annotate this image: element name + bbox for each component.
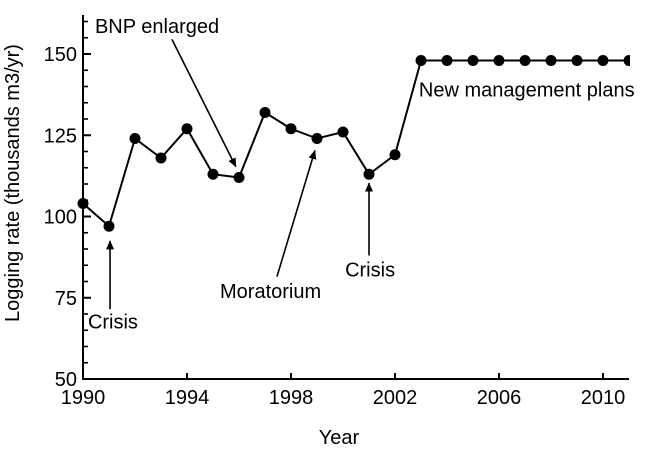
data-point [311, 133, 323, 144]
data-point [363, 168, 375, 180]
annotation-label: New management plans [419, 79, 635, 101]
annotation-arrow [171, 39, 237, 168]
data-point [493, 55, 505, 66]
data-point [129, 133, 141, 144]
annotation-label: BNP enlarged [95, 16, 219, 38]
y-tick-label: 75 [55, 288, 77, 310]
x-tick-label: 1998 [269, 387, 314, 409]
annotation-crisis-2001: Crisis [345, 182, 395, 282]
plot-area: 50 75 100 125 150 1990 1994 1998 2002 2006 2010 BNP… [44, 15, 635, 409]
x-tick-label: 2006 [477, 387, 522, 409]
series-line [82, 59, 629, 229]
data-point [259, 107, 271, 118]
annotation-new-management-plans: New management plans [419, 79, 635, 101]
x-tick-label: 2002 [373, 387, 418, 409]
data-point [389, 149, 401, 161]
data-point [597, 55, 609, 66]
y-tick-label: 100 [44, 207, 77, 229]
data-point [571, 55, 583, 66]
data-point [467, 55, 479, 66]
data-point [441, 55, 453, 66]
data-point [623, 55, 630, 66]
data-point [285, 123, 297, 135]
annotation-bnp-enlarged: BNP enlarged [95, 16, 237, 168]
x-tick-label: 1990 [61, 387, 106, 409]
annotation-arrow [276, 150, 317, 277]
data-point [415, 55, 427, 66]
data-point [207, 168, 219, 180]
x-axis-title: Year [319, 427, 360, 449]
annotation-moratorium: Moratorium [220, 150, 321, 303]
series-logging-rate [77, 55, 630, 232]
x-tick-label: 1994 [165, 387, 210, 409]
data-point [103, 220, 115, 232]
data-point [77, 198, 89, 209]
data-point [519, 55, 531, 66]
y-axis-title: Logging rate (thousands m3/yr) [2, 44, 24, 322]
data-point [233, 172, 245, 183]
y-tick-label: 50 [55, 369, 77, 391]
annotation-crisis-1991: Crisis [88, 240, 138, 334]
data-point [181, 123, 193, 135]
annotation-label: Moratorium [220, 281, 321, 303]
y-tick-label: 125 [44, 125, 77, 147]
y-tick-label: 150 [44, 44, 77, 66]
data-point [337, 126, 349, 138]
data-point [155, 152, 167, 164]
annotation-label: Crisis [345, 260, 395, 282]
x-tick-label: 2010 [581, 387, 626, 409]
annotation-label: Crisis [88, 312, 138, 334]
data-point [545, 55, 557, 66]
